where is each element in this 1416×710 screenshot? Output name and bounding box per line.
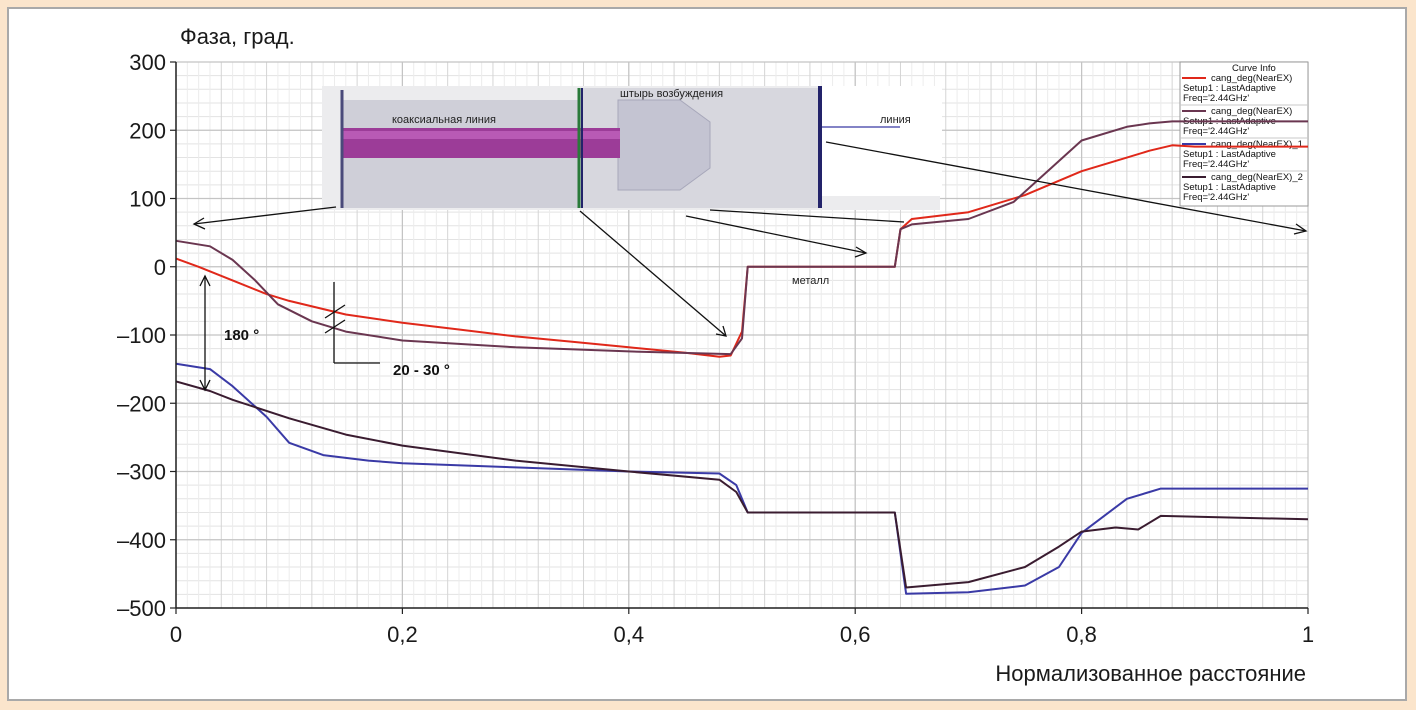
legend-entry-name: cang_deg(NearEX) [1211, 106, 1292, 117]
x-tick-label: 0,4 [614, 622, 645, 647]
arrow-180-head-bottom [199, 379, 211, 392]
pointer-line-3 [685, 215, 867, 254]
pointer-head-5 [1293, 223, 1308, 235]
y-tick-label: –200 [117, 391, 166, 416]
series-group [175, 120, 1309, 595]
pin-label: штырь возбуждения [620, 88, 723, 100]
legend-entry-freq: Freq='2.44GHz' [1183, 192, 1249, 203]
pointer-line-1 [193, 206, 337, 225]
annotation-metal: металл [792, 275, 829, 287]
y-tick-label: –100 [117, 323, 166, 348]
curve-info-legend: Curve Info cang_deg(NearEX)Setup1 : Last… [1179, 61, 1309, 207]
legend-entry-name: cang_deg(NearEX)_2 [1211, 172, 1303, 183]
x-tick-label: 0 [170, 622, 182, 647]
legend-entry-setup: Setup1 : LastAdaptive [1183, 182, 1276, 193]
coax-inner-highlight [342, 131, 620, 139]
series-line-2 [175, 120, 1308, 356]
pointer-line-4 [709, 209, 905, 223]
line-label: линия [880, 114, 911, 126]
pointer-head-2 [715, 325, 727, 337]
y-axis-title: Фаза, град. [180, 24, 295, 49]
annotations: 180 ° 20 - 30 ° металл [192, 141, 1308, 392]
pointer-line-2 [579, 210, 727, 337]
x-tick-label: 0,8 [1066, 622, 1097, 647]
bracket-20-30-tick-2 [324, 319, 346, 334]
legend-entry-setup: Setup1 : LastAdaptive [1183, 83, 1276, 94]
legend-entry-freq: Freq='2.44GHz' [1183, 159, 1249, 170]
y-tick-label: –300 [117, 460, 166, 485]
pointer-head-3 [854, 246, 868, 258]
legend-entry-setup: Setup1 : LastAdaptive [1183, 149, 1276, 160]
pin-cone-shape [617, 99, 711, 191]
legend-entry-name: cang_deg(NearEX) [1211, 73, 1292, 84]
inset-white-panel [820, 86, 942, 196]
x-axis-title: Нормализованное расстояние [995, 661, 1306, 686]
pointer-head-1 [192, 217, 206, 230]
legend-entry-name: cang_deg(NearEX)_1 [1211, 139, 1303, 150]
y-tick-label: –500 [117, 596, 166, 621]
legend-entry-freq: Freq='2.44GHz' [1183, 126, 1249, 137]
x-tick-label: 0,2 [387, 622, 418, 647]
coax-label: коаксиальная линия [392, 114, 496, 126]
bracket-20-30-tick-1 [324, 304, 346, 319]
annotation-20-30: 20 - 30 ° [393, 362, 450, 379]
series-line-4 [175, 380, 1309, 589]
y-tick-label: 300 [129, 50, 166, 75]
y-tick-label: –400 [117, 528, 166, 553]
legend-title: Curve Info [1232, 63, 1276, 74]
pointer-line-5 [825, 141, 1307, 232]
arrow-180-head-top [199, 274, 211, 287]
y-tick-label: 200 [129, 118, 166, 143]
x-tick-label: 1 [1302, 622, 1314, 647]
x-tick-label: 0,6 [840, 622, 871, 647]
legend-entry-freq: Freq='2.44GHz' [1183, 93, 1249, 104]
y-tick-label: 100 [129, 187, 166, 212]
legend-box [1179, 61, 1309, 207]
annotation-180: 180 ° [224, 327, 259, 344]
structure-inset: коаксиальная линия штырь возбуждения лин… [322, 86, 942, 210]
y-tick-label: 0 [154, 255, 166, 280]
